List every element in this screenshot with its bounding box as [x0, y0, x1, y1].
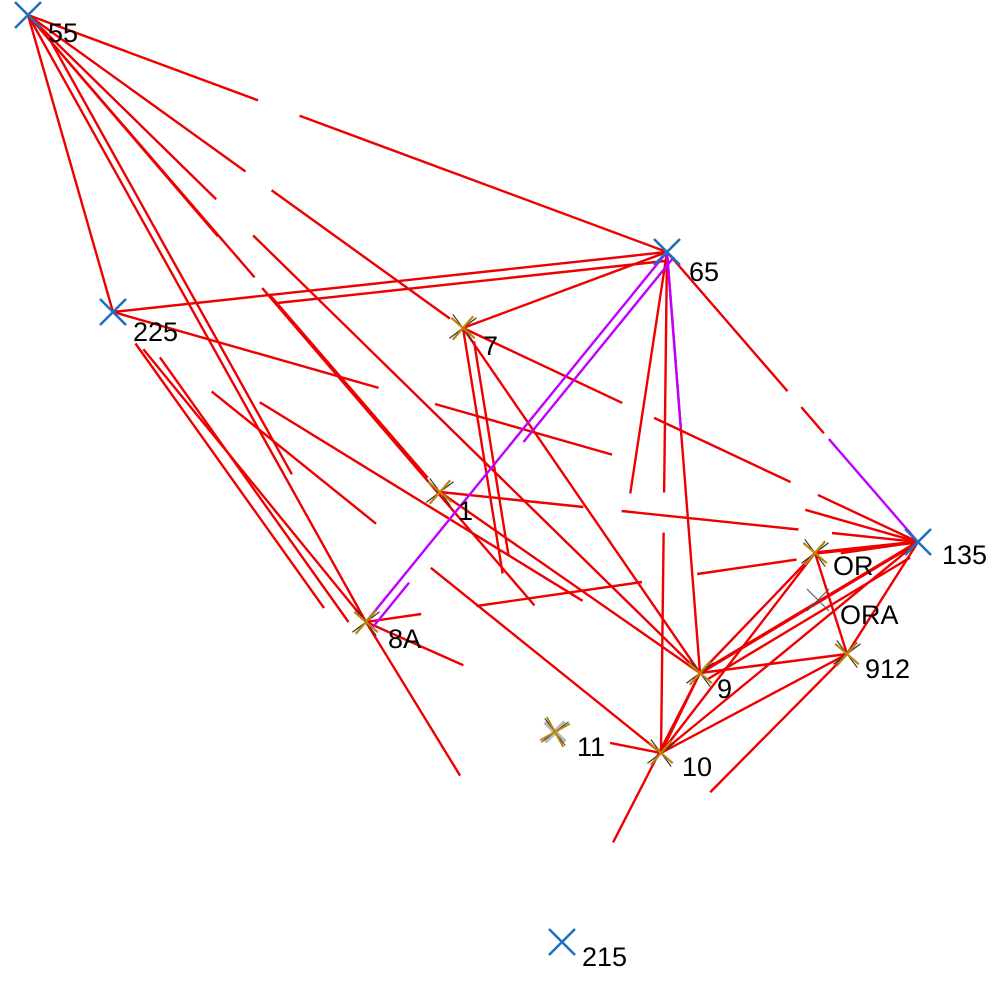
baseline-OR-912[interactable] — [813, 552, 849, 655]
station-55-marker[interactable] — [14, 1, 42, 29]
station-9-marker[interactable] — [686, 659, 714, 687]
baseline-55-225[interactable] — [26, 14, 115, 313]
baseline-225-10[interactable] — [210, 390, 377, 525]
station-OR-label: OR — [833, 551, 874, 581]
baseline-65-9[interactable] — [665, 251, 683, 429]
station-ORA-label: ORA — [840, 600, 899, 630]
baseline-225-10[interactable] — [430, 566, 662, 754]
baseline-55-10[interactable] — [261, 287, 536, 607]
stations-layer — [14, 1, 932, 956]
baseline-135-10[interactable] — [660, 541, 919, 754]
baseline-135-912[interactable] — [845, 541, 920, 655]
baseline-7-65[interactable] — [462, 250, 668, 330]
baseline-912-9[interactable] — [699, 652, 848, 675]
baseline-7-215[interactable] — [461, 327, 504, 574]
baseline-65-135[interactable] — [666, 251, 789, 392]
baseline-7-215-b[interactable] — [472, 341, 510, 557]
labels-layer: 55 65 225 7 1 8A 135 OR ORA 912 9 11 10 215 — [48, 18, 987, 972]
baseline-225-65[interactable] — [112, 250, 668, 314]
baseline-225-135[interactable] — [112, 310, 379, 390]
baseline-225-8A[interactable] — [142, 348, 367, 623]
baseline-225-215-b[interactable] — [158, 356, 350, 623]
station-11-marker[interactable] — [539, 716, 571, 748]
baseline-8A-135[interactable] — [365, 612, 422, 624]
baseline-65-8A[interactable] — [365, 251, 668, 623]
baseline-55-9[interactable] — [27, 14, 217, 201]
baseline-55-65[interactable] — [299, 114, 668, 254]
baseline-65-135[interactable] — [827, 438, 919, 543]
baseline-55-7[interactable] — [27, 14, 247, 173]
baseline-7-9[interactable] — [462, 327, 701, 674]
baseline-55-65[interactable] — [27, 13, 259, 102]
baseline-55-10[interactable] — [27, 14, 219, 238]
baseline-912-215[interactable] — [709, 653, 848, 794]
baseline-135-9-b[interactable] — [706, 556, 911, 681]
station-912-label: 912 — [865, 654, 910, 684]
baseline-135-9[interactable] — [699, 540, 919, 675]
baseline-8A-215[interactable] — [364, 621, 462, 777]
baseline-55-1[interactable] — [268, 293, 429, 479]
baseline-225-135[interactable] — [804, 508, 919, 544]
baseline-1-135[interactable] — [831, 531, 919, 544]
baseline-OR-10[interactable] — [660, 552, 816, 754]
station-215-label: 215 — [582, 942, 627, 972]
baseline-OR-9[interactable] — [699, 552, 816, 674]
station-9-label: 9 — [717, 674, 732, 704]
baseline-7-135[interactable] — [653, 416, 792, 484]
baseline-65-8A-b[interactable] — [372, 581, 411, 628]
station-1-marker[interactable] — [426, 478, 454, 506]
baseline-1-135[interactable] — [621, 509, 799, 531]
baseline-55-8A[interactable] — [26, 14, 368, 623]
baseline-7-135[interactable] — [462, 326, 623, 404]
baseline-11-10[interactable] — [609, 741, 662, 755]
station-215-marker[interactable] — [548, 928, 576, 956]
station-225-marker[interactable] — [99, 298, 127, 326]
station-11-label: 11 — [577, 732, 605, 762]
station-7-label: 7 — [483, 331, 498, 361]
station-1-label: 1 — [458, 496, 473, 526]
baseline-8A-10[interactable] — [365, 620, 464, 667]
baseline-135-OR[interactable] — [814, 540, 919, 555]
baselines-layer — [26, 13, 920, 844]
baseline-225-215[interactable] — [134, 342, 326, 609]
station-912-marker[interactable] — [833, 640, 861, 668]
station-10-label: 10 — [682, 752, 712, 782]
baseline-65-215[interactable] — [629, 251, 669, 494]
baseline-1-9[interactable] — [439, 491, 701, 674]
station-135-label: 135 — [942, 540, 987, 570]
station-ORA-marker[interactable] — [806, 588, 830, 612]
baseline-225-65-b[interactable] — [277, 259, 666, 305]
station-135-marker[interactable] — [904, 528, 932, 556]
baseline-55-7[interactable] — [270, 189, 451, 320]
baseline-65-135[interactable] — [800, 406, 825, 435]
station-10-marker[interactable] — [647, 739, 675, 767]
station-7-marker[interactable] — [449, 314, 477, 342]
baseline-225-9[interactable] — [259, 401, 584, 602]
baseline-55-9[interactable] — [252, 234, 695, 668]
baseline-65-8A-b[interactable] — [522, 256, 675, 443]
station-65-label: 65 — [689, 257, 719, 287]
station-65-marker[interactable] — [653, 238, 681, 266]
station-55-label: 55 — [48, 18, 78, 48]
baseline-912-10[interactable] — [660, 652, 848, 755]
station-OR-marker[interactable] — [801, 539, 829, 567]
baseline-65-10[interactable] — [659, 532, 665, 754]
baseline-8A-135[interactable] — [476, 580, 643, 608]
station-8A-label: 8A — [388, 624, 421, 654]
baseline-65-10[interactable] — [662, 251, 669, 493]
baseline-1-135[interactable] — [439, 490, 584, 509]
baseline-7-135[interactable] — [817, 493, 919, 544]
station-8A-marker[interactable] — [352, 608, 380, 636]
baseline-8A-135[interactable] — [697, 558, 797, 576]
station-225-label: 225 — [133, 317, 178, 347]
baseline-55-8A-b[interactable] — [50, 42, 293, 475]
